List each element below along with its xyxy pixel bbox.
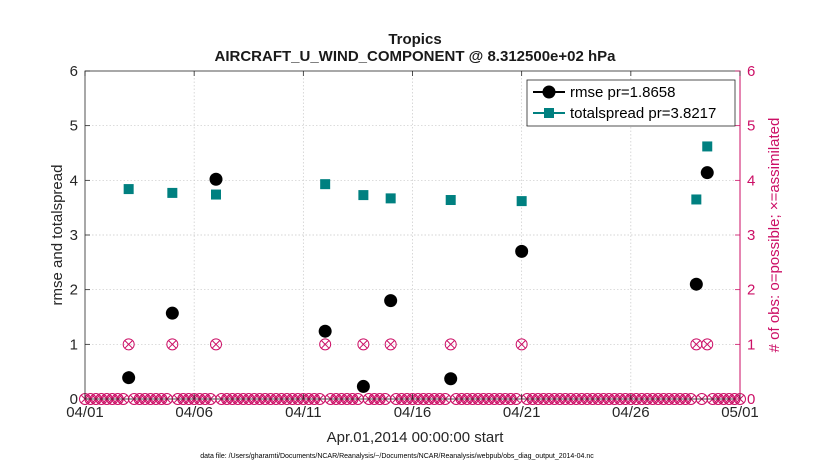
legend-totalspread-marker	[544, 108, 554, 118]
obs-assimilated-marker	[359, 340, 368, 349]
obs-possible-marker	[122, 338, 135, 351]
y-right-tick-label: 1	[747, 336, 755, 353]
legend: rmse pr=1.8658 totalspread pr=3.8217	[526, 79, 736, 127]
totalspread-point	[516, 196, 527, 207]
chart-subtitle: AIRCRAFT_U_WIND_COMPONENT @ 8.312500e+02…	[215, 48, 617, 65]
x-tick-label: 04/06	[175, 404, 213, 421]
legend-box	[526, 79, 736, 127]
rmse-point	[444, 372, 458, 386]
x-tick-label: 04/11	[285, 404, 321, 421]
totalspread-point	[211, 189, 221, 200]
y-axis-right-label: # of obs: o=possible; ×=assimilated	[766, 118, 783, 353]
axis-ticks: 04/01 04/06 04/11 04/16 04/21 04/26 05/010 01 12…	[66, 63, 759, 421]
rmse-point	[122, 371, 136, 385]
legend-rmse-marker	[542, 85, 556, 99]
obs-assimilated-marker	[703, 340, 712, 349]
chart-title: Tropics	[388, 31, 441, 48]
rmse-point	[165, 306, 179, 320]
y-tick-label: 3	[70, 227, 78, 244]
obs-possible-marker	[384, 338, 397, 351]
obs-possible-marker	[210, 338, 222, 351]
y-tick-label: 6	[70, 63, 78, 80]
y-axis-label: rmse and totalspread	[49, 165, 66, 306]
totalspread-point	[123, 184, 134, 195]
totalspread-point	[702, 141, 713, 152]
obs-possible-marker	[357, 338, 370, 351]
totalspread-point	[358, 190, 369, 201]
obs-assimilated-marker	[321, 340, 330, 349]
y-tick-label: 4	[70, 172, 78, 189]
y-tick-label: 2	[70, 282, 78, 299]
x-tick-label: 05/01	[721, 404, 759, 421]
x-tick-label: 04/26	[612, 404, 650, 421]
obs-possible-marker	[444, 338, 457, 351]
obs-possible-marker	[515, 338, 528, 351]
rmse-point	[700, 166, 714, 180]
totalspread-point	[445, 195, 456, 206]
y-right-tick-label: 4	[747, 172, 755, 189]
totalspread-point	[385, 193, 396, 204]
y-tick-label: 5	[70, 118, 78, 135]
obs-assimilated-marker	[517, 340, 526, 349]
obs-possible-marker	[701, 338, 714, 351]
legend-rmse-label: rmse pr=1.8658	[570, 84, 675, 101]
obs-assimilated-marker	[692, 340, 701, 349]
legend-totalspread-label: totalspread pr=3.8217	[570, 105, 716, 122]
totalspread-point	[691, 194, 702, 205]
y-tick-label: 1	[70, 336, 78, 353]
obs-possible-marker	[319, 338, 332, 351]
rmse-point	[356, 379, 370, 393]
y-right-tick-label: 6	[747, 63, 755, 80]
obs-assimilated-marker	[386, 340, 395, 349]
x-tick-label: 04/16	[394, 404, 432, 421]
rmse-point	[515, 244, 529, 258]
obs-assimilated-marker	[124, 340, 133, 349]
totalspread-point	[320, 179, 331, 190]
data-file-footer: data file: /Users/gharamti/Documents/NCA…	[200, 453, 594, 460]
rmse-point	[318, 324, 332, 338]
obs-assimilated-marker	[446, 340, 455, 349]
y-right-tick-label: 3	[747, 227, 755, 244]
obs-assimilated-marker	[212, 340, 220, 349]
obs-possible-marker	[166, 338, 179, 351]
y-right-tick-label: 2	[747, 282, 755, 299]
x-tick-label: 04/21	[503, 404, 541, 421]
y-tick-label: 0	[70, 391, 78, 408]
y-right-tick-label: 5	[747, 118, 755, 135]
obs-assimilated-marker	[168, 340, 177, 349]
rmse-point	[384, 294, 398, 308]
rmse-point	[689, 277, 703, 291]
x-tick-label: 04/01	[66, 404, 104, 421]
x-axis-label: Apr.01,2014 00:00:00 start	[327, 429, 505, 446]
data-markers	[122, 141, 714, 393]
y-right-tick-label: 0	[747, 391, 755, 408]
rmse-point	[209, 172, 223, 186]
totalspread-point	[167, 187, 178, 198]
